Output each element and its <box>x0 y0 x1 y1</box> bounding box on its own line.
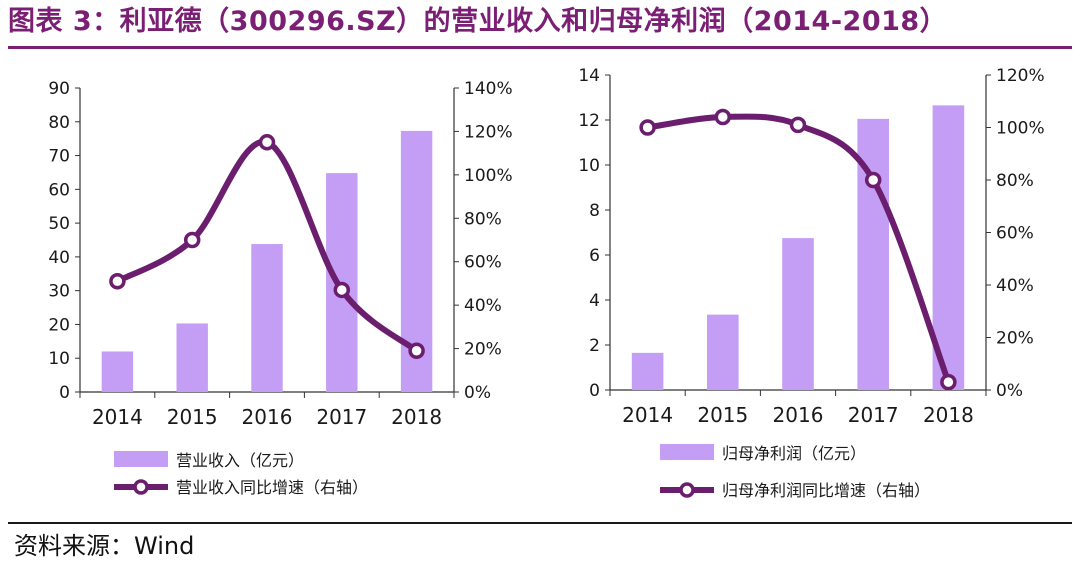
left-axis-tick-label: 12 <box>578 111 600 131</box>
right-axis-tick-label: 120% <box>464 122 513 142</box>
growth-point <box>109 273 126 290</box>
left-axis-tick-label: 2 <box>589 336 600 356</box>
growth-point <box>940 373 957 391</box>
right-axis-tick-label: 40% <box>464 296 502 316</box>
legend-line-label: 归母净利润同比增速（右轴） <box>722 481 930 500</box>
left-axis-tick-label: 30 <box>48 282 70 302</box>
left-axis-tick-label: 8 <box>589 201 600 221</box>
growth-line <box>644 113 952 386</box>
bar <box>707 314 739 390</box>
x-axis-tick-label: 2014 <box>622 403 673 427</box>
legend-bar-swatch <box>114 451 168 467</box>
bar <box>631 352 664 390</box>
right-axis-tick-label: 100% <box>996 119 1045 139</box>
figure-title: 图表 3：利亚德（300296.SZ）的营业收入和归母净利润（2014-2018… <box>8 6 948 37</box>
x-axis-tick-label: 2015 <box>167 405 218 429</box>
right-axis-tick-label: 80% <box>464 209 502 229</box>
left-axis-tick-label: 0 <box>589 381 600 401</box>
legend-line-label: 营业收入同比增速（右轴） <box>176 478 368 497</box>
x-axis-tick-label: 2017 <box>316 405 367 429</box>
bar <box>176 323 208 392</box>
x-axis-tick-label: 2016 <box>242 405 293 429</box>
left-axis-tick-label: 80 <box>48 113 70 133</box>
bar <box>251 244 283 392</box>
growth-point <box>639 119 656 136</box>
right-axis-tick-label: 0% <box>996 381 1023 401</box>
title-divider <box>8 46 1072 49</box>
right-axis-tick-label: 20% <box>464 340 502 360</box>
left-axis-tick-label: 40 <box>48 248 70 268</box>
x-axis-tick-label: 2015 <box>697 403 748 427</box>
left-axis-tick-label: 14 <box>578 66 600 86</box>
right-axis-tick-label: 60% <box>996 224 1034 244</box>
x-axis-tick-label: 2018 <box>923 403 974 427</box>
growth-point <box>258 134 276 151</box>
left-axis-tick-label: 6 <box>589 246 600 266</box>
source-note: 资料来源：Wind <box>14 532 195 560</box>
left-axis-tick-label: 20 <box>48 315 70 335</box>
revenue-chart: 0 10 20 30 40 50 60 70 80 90 0% 20% 40% 60% 80% 100% 120… <box>48 79 513 497</box>
left-axis-tick-label: 10 <box>578 156 600 176</box>
right-axis-tick-label: 120% <box>996 66 1045 86</box>
growth-point <box>333 281 351 299</box>
growth-point <box>183 231 201 249</box>
footer-divider <box>8 522 1072 524</box>
right-axis-tick-label: 20% <box>996 329 1034 349</box>
net-profit-chart: 0 2 4 6 8 10 12 14 0% 20% 40% 60% 80% 100% 120% 2014 201… <box>578 66 1045 500</box>
left-axis-tick-label: 0 <box>59 383 70 403</box>
legend-bar-label: 营业收入（亿元） <box>176 451 304 470</box>
bar <box>782 238 814 390</box>
left-axis-tick-label: 70 <box>48 147 70 167</box>
legend-line-marker <box>133 479 149 495</box>
legend-line-marker <box>679 482 695 498</box>
growth-point <box>408 342 425 359</box>
left-axis-tick-label: 60 <box>48 180 70 200</box>
left-axis-tick-label: 4 <box>589 291 600 311</box>
x-axis-tick-label: 2016 <box>773 403 824 427</box>
left-axis-tick-label: 50 <box>48 214 70 234</box>
legend-bar-label: 归母净利润（亿元） <box>722 444 866 463</box>
legend-bar-swatch <box>660 444 714 460</box>
right-axis-tick-label: 80% <box>996 171 1034 191</box>
left-axis-tick-label: 90 <box>48 79 70 99</box>
x-axis-tick-label: 2017 <box>848 403 899 427</box>
right-axis-tick-label: 140% <box>464 79 513 99</box>
growth-point <box>714 108 732 126</box>
growth-point <box>864 171 882 189</box>
right-axis-tick-label: 0% <box>464 383 491 403</box>
bar <box>101 351 134 392</box>
x-axis-tick-label: 2018 <box>391 405 442 429</box>
right-axis-tick-label: 60% <box>464 253 502 273</box>
left-axis-tick-label: 10 <box>48 349 70 369</box>
growth-point <box>789 116 807 134</box>
right-axis-tick-label: 100% <box>464 166 513 186</box>
right-axis-tick-label: 40% <box>996 276 1034 296</box>
x-axis-tick-label: 2014 <box>92 405 143 429</box>
